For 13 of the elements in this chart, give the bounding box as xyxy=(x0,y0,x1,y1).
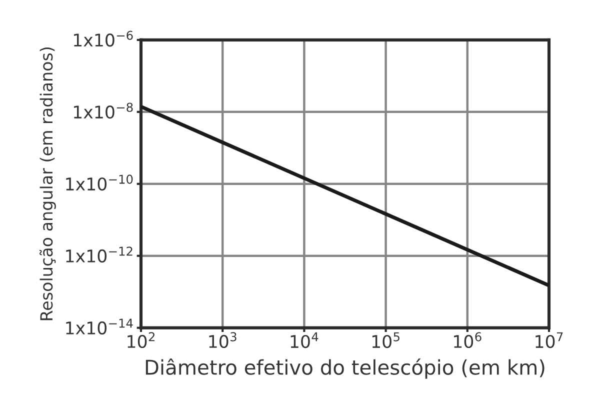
x-tick-label: 10$^{7}$ xyxy=(536,332,563,348)
x-tick-label: 10$^{5}$ xyxy=(372,332,400,348)
y-tick-label: 1x10$^{−10}$ xyxy=(66,174,133,191)
y-axis-title: Resolução angular (em radianos) xyxy=(40,47,56,320)
x-tick-label: 10$^{2}$ xyxy=(128,332,154,348)
y-tick-label: 1x10$^{−6}$ xyxy=(74,30,133,47)
x-tick-label: 10$^{6}$ xyxy=(454,332,482,348)
x-axis-title: Diâmetro efetivo do telescópio (em km) xyxy=(146,358,544,379)
x-tick-label: 10$^{3}$ xyxy=(209,332,236,348)
x-tick-label: 10$^{4}$ xyxy=(290,332,318,348)
y-tick-label: 1x10$^{−8}$ xyxy=(74,102,133,119)
y-tick-label: 1x10$^{−14}$ xyxy=(66,318,133,335)
y-tick-label: 1x10$^{−12}$ xyxy=(66,246,132,263)
